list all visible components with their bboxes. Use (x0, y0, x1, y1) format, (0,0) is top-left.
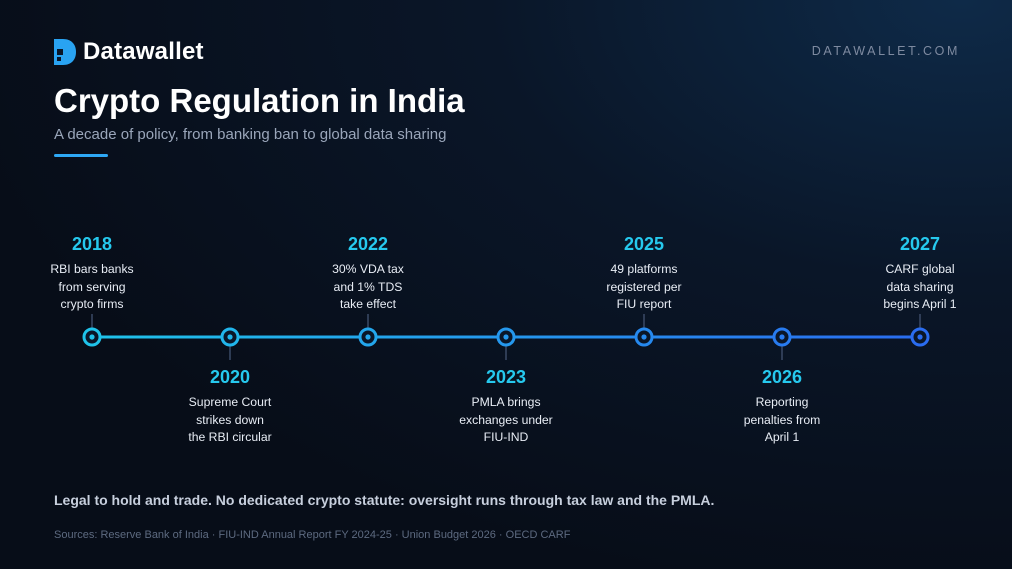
timeline-node-icon (910, 327, 930, 347)
timeline-event-2026: 2026 Reporting penalties from April 1 (707, 367, 857, 447)
event-description: 30% VDA tax and 1% TDS take effect (332, 262, 404, 311)
brand-name: Datawallet (83, 38, 204, 65)
timeline-node-icon (358, 327, 378, 347)
timeline-node-icon (220, 327, 240, 347)
event-description: CARF global data sharing begins April 1 (883, 262, 957, 311)
brand-header: Datawallet (54, 38, 204, 66)
title-accent-bar (54, 154, 108, 157)
timeline-event-2022: 2022 30% VDA tax and 1% TDS take effect (293, 234, 443, 314)
event-description: Reporting penalties from April 1 (743, 395, 821, 444)
site-url[interactable]: DATAWALLET.COM (811, 44, 960, 58)
event-year: 2018 (71, 234, 113, 254)
summary-note: Legal to hold and trade. No dedicated cr… (54, 492, 715, 508)
timeline-event-2018: 2018 RBI bars banks from serving crypto f… (17, 234, 167, 314)
event-description: PMLA brings exchanges under FIU-IND (459, 395, 553, 444)
event-description: 49 platforms registered per FIU report (606, 262, 682, 311)
timeline-markers (82, 314, 930, 360)
event-description: RBI bars banks from serving crypto firms (50, 262, 134, 311)
event-year: 2026 (761, 367, 803, 387)
event-year: 2022 (347, 234, 389, 254)
event-year: 2020 (209, 367, 251, 387)
page-subtitle: A decade of policy, from banking ban to … (54, 126, 447, 143)
event-description: Supreme Court strikes down the RBI circu… (188, 395, 272, 444)
page-title: Crypto Regulation in India (54, 82, 465, 119)
timeline-event-2020: 2020 Supreme Court strikes down the RBI c… (155, 367, 305, 447)
timeline-node-icon (772, 327, 792, 347)
datawallet-logo-icon (54, 39, 76, 65)
timeline-node-icon (634, 327, 654, 347)
event-year: 2023 (485, 367, 527, 387)
event-year: 2025 (623, 234, 665, 254)
timeline-event-2027: 2027 CARF global data sharing begins Apri… (845, 234, 995, 314)
sources-footnote: Sources: Reserve Bank of India · FIU-IND… (54, 529, 571, 541)
timeline-event-2025: 2025 49 platforms registered per FIU repo… (569, 234, 719, 314)
timeline-event-2023: 2023 PMLA brings exchanges under FIU-IND (431, 367, 581, 447)
timeline-node-icon (82, 327, 102, 347)
timeline-node-icon (496, 327, 516, 347)
event-year: 2027 (899, 234, 941, 254)
